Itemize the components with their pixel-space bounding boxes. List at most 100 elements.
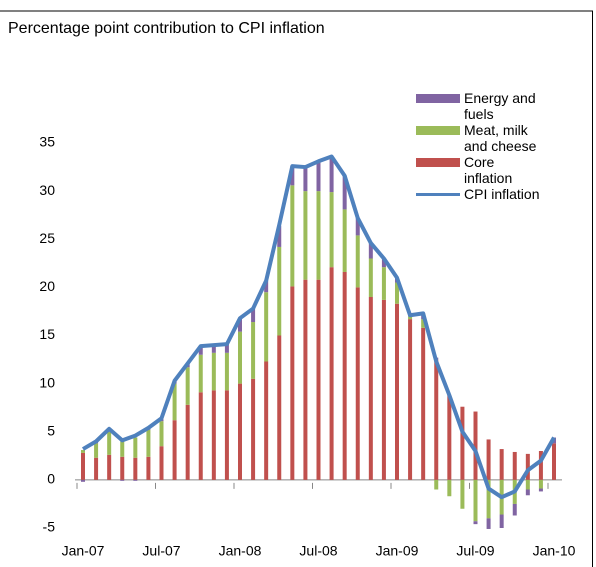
y-tick-label: 20 (39, 278, 55, 294)
x-tick-label: Jan-07 (62, 543, 105, 559)
bar-segment (381, 258, 386, 268)
bar-segment (185, 404, 190, 480)
bar-segment (146, 456, 151, 480)
bar-segment (303, 279, 308, 480)
bar-segment (303, 167, 308, 192)
y-tick-label: 5 (47, 422, 55, 438)
bar-segment (198, 354, 203, 393)
bar-segment (120, 479, 125, 481)
bar-segment (368, 258, 373, 297)
bar-segment (81, 479, 85, 482)
bar-segment (172, 383, 177, 421)
bar-segment (434, 359, 439, 480)
bar-segment (159, 446, 164, 480)
bar-segment (486, 518, 491, 529)
legend-swatch (416, 193, 460, 196)
bar-segment (238, 318, 242, 332)
legend-swatch (416, 158, 460, 167)
bar-segment (512, 451, 517, 480)
bar-segment (198, 346, 203, 355)
legend-label: CPI inflation (464, 186, 540, 202)
legend-label: Meat, milk and cheese (464, 122, 537, 154)
bar-segment (303, 191, 308, 280)
bar-segment (342, 175, 347, 210)
legend-label: Energy and fuels (464, 90, 536, 122)
bar-segment (355, 287, 360, 480)
bar-segment (290, 166, 295, 186)
y-tick-label: 25 (39, 230, 55, 246)
y-tick-label: 35 (39, 134, 55, 150)
bar-segment (381, 299, 386, 480)
chart-title: Percentage point contribution to CPI inf… (8, 20, 325, 37)
bar-segment (120, 441, 125, 457)
bar-segment (316, 161, 321, 192)
bar-segment (512, 503, 517, 516)
bar-segment (355, 235, 360, 288)
bar-segment (264, 292, 269, 362)
bar-segment (538, 479, 543, 489)
bar-segment (251, 322, 256, 379)
x-tick-label: Jan-09 (376, 543, 419, 559)
bar-segment (395, 303, 399, 480)
bar-segment (395, 282, 399, 304)
bar-segment (94, 443, 99, 458)
bar-segment (342, 271, 347, 480)
bar-segment (133, 479, 138, 481)
bar-segment (486, 439, 491, 480)
bar-segment (277, 246, 282, 336)
bar-segment (460, 406, 465, 480)
y-tick-label: -5 (43, 519, 56, 535)
bar-segment (211, 345, 216, 353)
bar-segment (198, 392, 203, 480)
x-tick-label: Jan-10 (533, 543, 576, 559)
bar-segment (251, 378, 256, 480)
bar-segment (434, 479, 439, 490)
bar-segment (251, 308, 256, 323)
bar-segment (368, 297, 373, 480)
x-tick-label: Jan-08 (219, 543, 262, 559)
bar-segment (329, 192, 334, 268)
bar-segment (316, 191, 321, 280)
x-tick-label: Jul-07 (142, 543, 180, 559)
bar-segment (473, 479, 478, 522)
y-tick-label: 0 (47, 471, 55, 487)
legend-item: Energy and fuels (416, 90, 589, 122)
bar-segment (211, 352, 216, 391)
legend-swatch (416, 94, 460, 103)
bar-segment (224, 352, 229, 391)
legend-swatch (416, 126, 460, 135)
bar-segment (447, 395, 452, 480)
bar-segment (224, 390, 229, 480)
legend-item: Meat, milk and cheese (416, 122, 589, 154)
bar-segment (473, 411, 478, 480)
bar-segment (277, 335, 282, 480)
bar-segment (499, 514, 504, 528)
bar-segment (316, 279, 321, 480)
bar-segment (81, 452, 85, 480)
line (81, 154, 556, 500)
bar-segment (133, 457, 138, 480)
bar-segment (133, 437, 138, 458)
bar-segment (525, 453, 530, 480)
y-tick-label: 30 (39, 182, 55, 198)
bar-segment (81, 450, 85, 453)
bar-segment (408, 319, 413, 480)
bar-segment (421, 327, 426, 480)
bar-segment (538, 488, 543, 492)
bar-segment (290, 185, 295, 287)
legend-item: CPI inflation (416, 186, 589, 202)
bar-segment (172, 420, 177, 480)
bar-segment (473, 521, 478, 525)
bar-segment (146, 429, 151, 457)
x-tick-label: Jul-08 (299, 543, 337, 559)
bar-segment (486, 479, 491, 519)
bar-segment (264, 361, 269, 480)
bar-segment (381, 267, 386, 300)
y-tick-label: 10 (39, 374, 55, 390)
bar-segment (107, 431, 112, 455)
bar-segment (238, 331, 242, 384)
bar-segment (120, 456, 125, 480)
y-tick-label: 15 (39, 326, 55, 342)
bar-segment (552, 443, 556, 480)
